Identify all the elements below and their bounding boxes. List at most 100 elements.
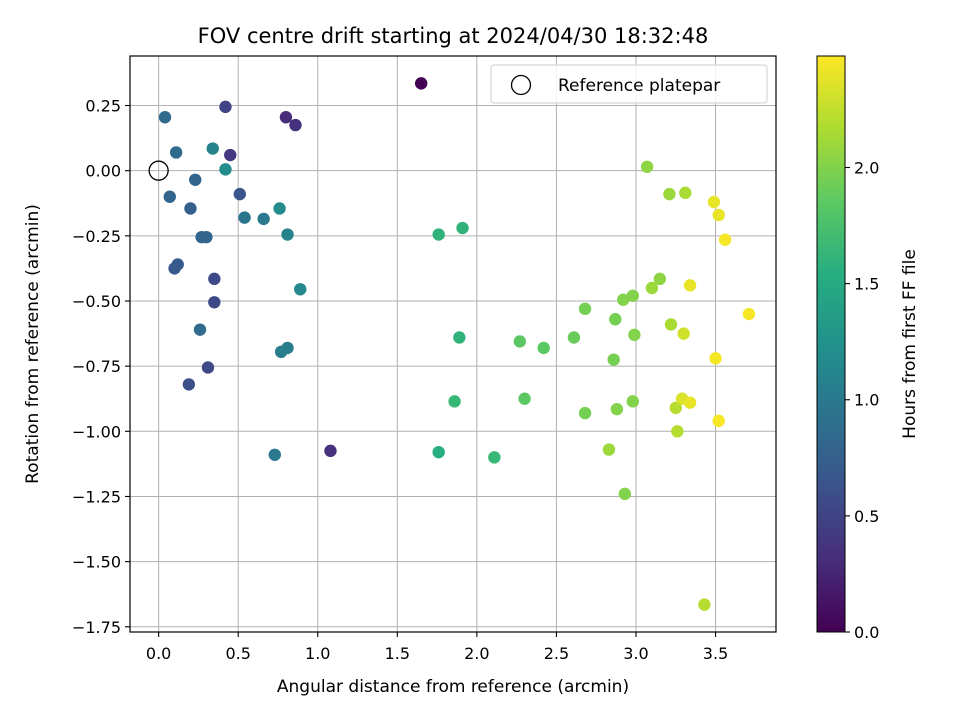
plot-frame	[129, 55, 777, 633]
data-point	[193, 323, 207, 336]
data-point	[281, 228, 294, 241]
data-point	[273, 202, 286, 215]
data-point	[626, 395, 639, 408]
data-point	[238, 211, 251, 224]
data-point	[208, 272, 221, 286]
data-point	[653, 272, 667, 286]
data-point	[201, 361, 215, 374]
data-point	[219, 163, 232, 176]
data-point	[189, 173, 202, 187]
y-tick-label: −1.75	[72, 618, 121, 637]
data-point	[617, 293, 630, 306]
data-point	[206, 142, 219, 155]
y-tick-label: −1.50	[72, 553, 121, 572]
legend-label: Reference platepar	[558, 76, 720, 96]
x-tick-label: 1.5	[385, 644, 410, 663]
x-tick-label: 1.0	[305, 644, 330, 663]
colorbar-tick-label: 0.0	[854, 623, 879, 642]
data-point	[671, 425, 684, 438]
grid-lines	[130, 56, 776, 632]
y-tick-label: −0.75	[72, 357, 121, 376]
data-point	[609, 313, 622, 326]
data-point	[626, 289, 639, 302]
colorbar-ticks: 0.0 0.5 1.0 1.5 2.0	[845, 158, 879, 642]
legend-reference-marker	[510, 74, 532, 96]
data-point	[645, 281, 659, 295]
x-tick-label: 2.5	[544, 644, 569, 663]
data-point	[208, 296, 221, 309]
data-point	[324, 444, 337, 458]
data-point	[607, 353, 620, 366]
y-tick-label: −1.25	[72, 487, 121, 506]
data-point	[663, 187, 676, 201]
data-point	[169, 146, 183, 159]
data-point	[257, 212, 270, 226]
data-point	[224, 148, 237, 162]
data-point	[289, 118, 302, 132]
colorbar	[816, 55, 846, 633]
data-point	[679, 186, 692, 200]
data-point	[414, 77, 428, 90]
data-point	[432, 445, 445, 459]
colorbar-tick-label: 2.0	[854, 158, 879, 177]
data-point	[712, 414, 725, 428]
data-point	[448, 395, 461, 408]
x-tick-label: 2.0	[464, 644, 489, 663]
x-tick-label: 3.5	[703, 644, 728, 663]
data-point	[610, 402, 624, 416]
data-point	[683, 396, 697, 409]
data-point	[718, 233, 732, 246]
x-axis-ticks: 0.0 0.5 1.0 1.5 2.0 2.5 3.0 3.5	[146, 632, 728, 663]
data-point	[709, 352, 722, 365]
data-point	[158, 111, 172, 124]
data-point	[669, 401, 682, 415]
x-tick-label: 3.0	[623, 644, 648, 663]
x-tick-label: 0.5	[225, 644, 250, 663]
y-tick-label: 0.25	[85, 97, 121, 116]
data-point	[618, 487, 632, 501]
data-point	[453, 331, 466, 344]
colorbar-tick-label: 1.0	[854, 391, 879, 410]
colorbar-tick-label: 0.5	[854, 507, 879, 526]
data-point	[219, 100, 232, 114]
data-point	[281, 341, 294, 355]
data-point	[537, 341, 550, 355]
y-tick-label: −0.50	[72, 292, 121, 311]
data-point	[683, 279, 697, 292]
data-point	[163, 190, 176, 203]
data-point	[567, 331, 581, 344]
colorbar-tick-label: 1.5	[854, 275, 879, 294]
legend: Reference platepar	[490, 64, 768, 104]
x-axis-label: Angular distance from reference (arcmin)	[277, 677, 629, 697]
data-point	[518, 392, 531, 405]
data-point	[664, 318, 678, 331]
legend-box	[490, 64, 768, 104]
data-point	[698, 598, 711, 611]
y-tick-label: −0.25	[72, 227, 121, 246]
data-point	[432, 228, 445, 241]
data-point	[200, 230, 213, 244]
reference-marker-layer	[148, 160, 169, 181]
data-point	[640, 160, 654, 173]
data-point	[628, 328, 641, 342]
data-point	[488, 451, 501, 464]
data-point	[294, 283, 307, 296]
data-point	[578, 302, 592, 316]
x-tick-label: 0.0	[146, 644, 171, 663]
data-point	[233, 187, 246, 201]
data-point	[677, 327, 690, 340]
data-point	[279, 111, 293, 124]
data-point	[742, 307, 756, 321]
data-point	[707, 195, 721, 209]
colorbar-label: Hours from first FF file	[900, 249, 920, 439]
y-tick-label: −1.00	[72, 422, 121, 441]
data-point	[578, 406, 592, 420]
data-point	[168, 262, 181, 275]
data-point	[184, 202, 197, 215]
data-points	[158, 77, 756, 611]
reference-platepar-marker	[148, 160, 169, 181]
data-point	[602, 443, 616, 456]
y-axis-label: Rotation from reference (arcmin)	[23, 204, 43, 484]
data-point	[456, 221, 469, 235]
